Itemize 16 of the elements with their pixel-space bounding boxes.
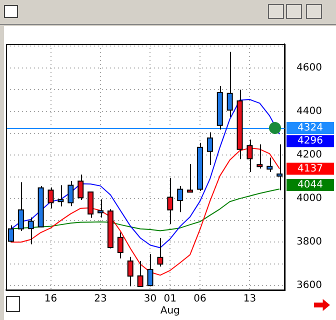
ref-line-label: 4324 [298,122,323,134]
data-label: 4137 [298,163,323,174]
y-tick-label: 4400 [296,106,322,118]
x-tick-label: 06 [194,294,206,305]
y-tick-label: 4200 [296,150,322,161]
y-tick-label: 3800 [296,236,322,248]
x-tick-label: 13 [243,294,256,305]
x-tick-label: 30 [144,294,157,305]
y-tick-label: 4600 [296,62,322,74]
x-tick-label: 23 [94,294,107,305]
x-tick-label: 01 Aug [160,294,180,317]
x-tick-label: 16 [44,294,58,305]
y-tick-label: 3600 [296,280,322,292]
y-tick-label: 4000 [296,193,322,204]
data-label: 4296 [298,136,323,147]
data-label: 4044 [298,180,323,191]
